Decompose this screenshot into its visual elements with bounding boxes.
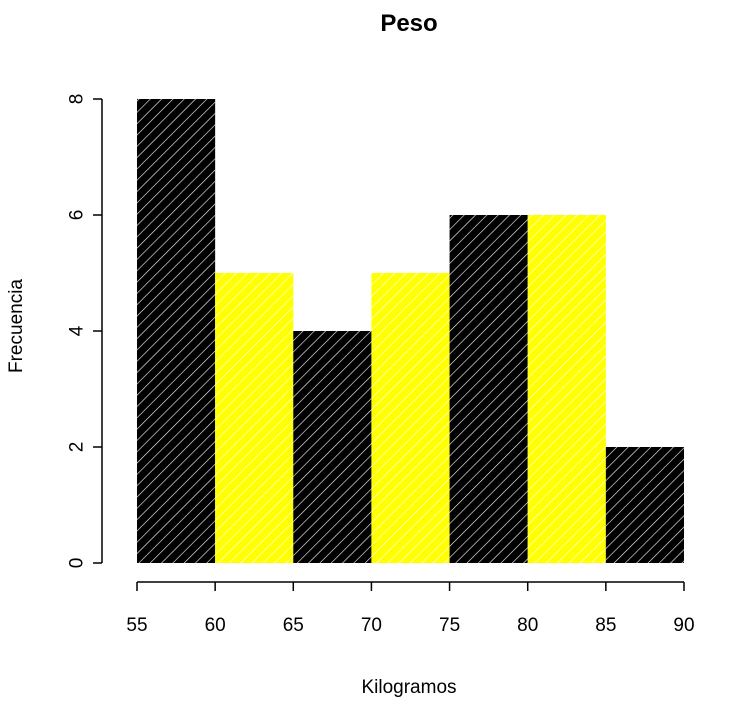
y-tick-label: 4: [67, 325, 88, 336]
histogram-bar-hatch: [137, 99, 216, 563]
y-tick-label: 8: [67, 94, 88, 105]
x-axis-label: Kilogramos: [361, 677, 456, 698]
x-tick-label: 65: [283, 615, 304, 636]
x-tick-label: 60: [205, 615, 226, 636]
x-tick-label: 75: [439, 615, 460, 636]
histogram-bar-hatch: [371, 273, 450, 563]
histogram-bar-hatch: [527, 215, 606, 563]
chart-title: Peso: [380, 10, 437, 37]
y-ticks-group: 0 2 4 6 8: [67, 94, 102, 569]
x-tick-label: 85: [595, 615, 616, 636]
x-tick-label: 90: [673, 615, 694, 636]
histogram-bar-hatch: [215, 273, 294, 563]
histogram-bar-hatch: [605, 447, 684, 563]
histogram-bar-hatch: [449, 215, 528, 563]
x-tick-label: 55: [126, 615, 147, 636]
histogram-bar-hatch: [293, 331, 372, 563]
bars-group: [137, 99, 684, 563]
x-tick-label: 70: [361, 615, 382, 636]
y-tick-label: 6: [67, 210, 88, 221]
x-tick-label: 80: [517, 615, 538, 636]
y-axis-label: Frecuencia: [6, 279, 27, 373]
x-ticks-group: 55 60 65 70 75 80 85 90: [126, 582, 695, 636]
y-tick-label: 0: [67, 558, 88, 569]
y-tick-label: 2: [67, 442, 88, 453]
